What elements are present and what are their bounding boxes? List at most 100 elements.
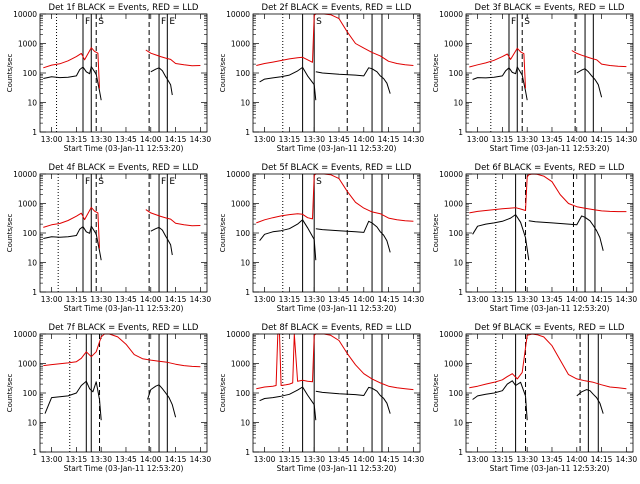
marker-label: E [169,17,175,27]
x-axis-label: Start Time (03-Jan-11 12:53:20) [490,304,610,313]
series-line-events [472,380,528,421]
x-tick-label: 13:00 [254,135,276,144]
x-tick-label: 14:30 [190,135,212,144]
marker-label: E [169,177,175,187]
series-line-events [44,380,102,421]
y-tick-label: 1 [32,288,37,297]
y-axis-label: Counts/sec [219,54,227,93]
series-line-events [576,389,604,414]
x-tick-label: 14:00 [566,295,588,304]
x-tick-label: 13:00 [467,295,489,304]
plot-frame [465,333,634,453]
y-tick-label: 10000 [439,330,463,339]
plot-frame [39,13,208,133]
marker-label: S [98,177,104,187]
marker-label: S [316,177,322,187]
plot-title: Det 1f BLACK = Events, RED = LLD [49,3,199,13]
y-axis-label: Counts/sec [432,214,440,253]
x-tick-label: 14:15 [378,135,400,144]
series-line-events [315,67,391,94]
x-axis-label: Start Time (03-Jan-11 12:53:20) [64,304,184,313]
x-tick-label: 13:15 [492,135,514,144]
x-tick-label: 14:00 [566,455,588,464]
x-tick-label: 13:45 [541,135,563,144]
detector-plot: Det 8f BLACK = Events, RED = LLD 1 10 100 10… [219,323,424,473]
x-tick-label: 13:00 [254,295,276,304]
y-axis-label: Counts/sec [6,214,14,253]
detector-plot: Det 2f BLACK = Events, RED = LLD 1 10 100 10… [219,3,424,153]
detector-plot: Det 3f BLACK = Events, RED = LLD 1 10 100 10… [432,3,637,153]
x-tick-label: 13:30 [90,295,112,304]
series-line-lld [571,50,627,68]
x-tick-label: 13:00 [467,455,489,464]
x-tick-label: 14:15 [378,455,400,464]
x-tick-label: 13:30 [516,455,538,464]
series-line-lld [43,206,100,249]
detector-plot: Det 6f BLACK = Events, RED = LLD 1 10 100 10… [432,163,637,313]
y-tick-label: 100 [236,389,251,398]
y-tick-label: 10000 [439,10,463,19]
y-tick-label: 10 [240,259,250,268]
x-tick-label: 13:45 [115,295,137,304]
y-tick-label: 10000 [226,330,250,339]
x-axis-label: Start Time (03-Jan-11 12:53:20) [277,304,397,313]
x-tick-label: 13:00 [254,455,276,464]
y-axis-label: Counts/sec [432,374,440,413]
plot-frame [252,13,421,133]
series-line-events [150,67,173,96]
series-line-lld [145,209,201,227]
plot-frame [465,13,634,133]
y-tick-label: 1000 [231,360,250,369]
y-axis-label: Counts/sec [219,214,227,253]
y-tick-label: 1000 [231,40,250,49]
x-axis-label: Start Time (03-Jan-11 12:53:20) [490,464,610,473]
plot-frame [39,173,208,293]
y-tick-label: 10 [240,419,250,428]
series-line-events [472,214,530,261]
x-tick-label: 13:15 [492,455,514,464]
x-tick-label: 13:30 [90,455,112,464]
x-tick-label: 14:00 [353,455,375,464]
x-tick-label: 13:15 [279,135,301,144]
detector-plot: Det 9f BLACK = Events, RED = LLD 1 10 100 10… [432,323,637,473]
x-tick-label: 14:30 [403,135,425,144]
detector-plot: Det 4f BLACK = Events, RED = LLD 1 10 100 10… [6,163,211,313]
plot-title: Det 9f BLACK = Events, RED = LLD [475,323,625,333]
x-axis-label: Start Time (03-Jan-11 12:53:20) [277,144,397,153]
series-line-lld [256,173,414,224]
y-tick-label: 10 [453,259,463,268]
series-line-lld [43,333,201,368]
y-tick-label: 10000 [226,170,250,179]
x-tick-label: 13:45 [328,295,350,304]
series-line-events [315,220,391,253]
detector-plot: Det 7f BLACK = Events, RED = LLD 1 10 100 10… [6,323,211,473]
series-line-events [150,226,173,256]
series-line-events [528,215,604,251]
marker-label: F [85,177,90,187]
marker-label: F [85,17,90,27]
y-tick-label: 1 [245,288,250,297]
x-tick-label: 14:30 [190,295,212,304]
x-tick-label: 14:15 [378,295,400,304]
y-tick-label: 100 [449,69,464,78]
plot-title: Det 3f BLACK = Events, RED = LLD [475,3,625,13]
y-tick-label: 100 [449,389,464,398]
x-tick-label: 14:00 [140,135,162,144]
plot-title: Det 8f BLACK = Events, RED = LLD [262,323,412,333]
plot-title: Det 5f BLACK = Events, RED = LLD [262,163,412,173]
x-tick-label: 14:30 [403,295,425,304]
y-tick-label: 10 [27,259,37,268]
x-tick-label: 14:15 [591,135,613,144]
y-axis-label: Counts/sec [6,374,14,413]
series-line-events [315,386,391,414]
marker-label: S [98,17,104,27]
plot-title: Det 2f BLACK = Events, RED = LLD [262,3,412,13]
x-tick-label: 14:15 [591,455,613,464]
y-tick-label: 10000 [13,10,37,19]
x-tick-label: 13:45 [328,135,350,144]
x-tick-label: 13:15 [66,295,88,304]
x-tick-label: 13:45 [541,295,563,304]
series-line-events [259,219,317,261]
y-tick-label: 100 [23,229,38,238]
detector-plot: Det 5f BLACK = Events, RED = LLD 1 10 100 10… [219,163,424,313]
